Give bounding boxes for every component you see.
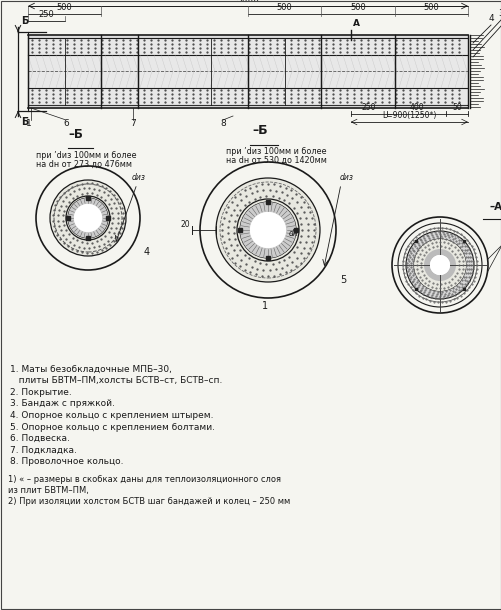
Text: 8. Проволочное кольцо.: 8. Проволочное кольцо. — [10, 457, 123, 466]
Text: –Б: –Б — [69, 128, 83, 141]
Text: 4: 4 — [144, 247, 150, 257]
Text: при ’dиз 100мм и более: при ’dиз 100мм и более — [225, 148, 326, 157]
Text: 3. Бандаж с пряжкой.: 3. Бандаж с пряжкой. — [10, 400, 115, 409]
Text: 2. Покрытие.: 2. Покрытие. — [10, 388, 72, 397]
Text: 20: 20 — [180, 220, 189, 229]
Circle shape — [50, 180, 126, 256]
Text: 3: 3 — [497, 9, 501, 18]
Text: 7: 7 — [130, 118, 136, 127]
Text: 5. Опорное кольцо с креплением болтами.: 5. Опорное кольцо с креплением болтами. — [10, 423, 214, 431]
Text: Б: Б — [21, 16, 29, 26]
Circle shape — [405, 231, 473, 299]
Text: 2) При изоляции холстом БСТВ шаг бандажей и колец – 250 мм: 2) При изоляции холстом БСТВ шаг бандаже… — [8, 497, 290, 506]
Text: плиты БВТМ–ПМ,холсты БСТВ–ст, БСТВ–сп.: плиты БВТМ–ПМ,холсты БСТВ–ст, БСТВ–сп. — [10, 376, 222, 386]
Circle shape — [413, 239, 465, 291]
Text: dиз: dиз — [132, 173, 146, 182]
Text: при ’dиз 100мм и более: при ’dиз 100мм и более — [36, 151, 136, 160]
Text: 500: 500 — [349, 3, 365, 12]
Circle shape — [249, 212, 286, 248]
Text: 1. Маты безобкладочные МПБ–30,: 1. Маты безобкладочные МПБ–30, — [10, 365, 171, 374]
Text: 8: 8 — [219, 118, 225, 127]
Text: –Б: –Б — [252, 124, 267, 137]
Circle shape — [74, 204, 102, 232]
Circle shape — [74, 204, 102, 232]
Text: dиз: dиз — [339, 173, 353, 182]
Text: 500: 500 — [276, 3, 292, 12]
Circle shape — [423, 249, 455, 281]
Text: 4: 4 — [487, 14, 493, 23]
Text: 3000: 3000 — [236, 0, 259, 4]
Text: 5: 5 — [339, 275, 346, 285]
Text: L=900(1250*): L=900(1250*) — [381, 111, 436, 120]
Text: на dн от 530 до 1420мм: на dн от 530 до 1420мм — [225, 156, 326, 165]
Text: Б: Б — [21, 117, 29, 127]
Text: 400: 400 — [408, 103, 423, 112]
Text: 250: 250 — [361, 103, 376, 112]
Text: dн: dн — [289, 229, 298, 239]
Text: 500: 500 — [423, 3, 438, 12]
Text: 500: 500 — [57, 3, 73, 12]
Text: из плит БВТМ–ПМ,: из плит БВТМ–ПМ, — [8, 486, 89, 495]
Text: –А: –А — [489, 202, 501, 212]
Circle shape — [215, 178, 319, 282]
Text: 1: 1 — [262, 301, 268, 311]
Circle shape — [68, 198, 108, 238]
Text: на dн от 273 до 476мм: на dн от 273 до 476мм — [36, 159, 132, 168]
Text: 250: 250 — [39, 10, 54, 19]
Circle shape — [429, 255, 449, 275]
Text: 6. Подвеска.: 6. Подвеска. — [10, 434, 70, 443]
Circle shape — [249, 212, 286, 248]
Circle shape — [239, 202, 296, 258]
Text: А: А — [352, 19, 359, 28]
Bar — [28, 35, 467, 108]
Text: 1: 1 — [26, 118, 32, 127]
Circle shape — [429, 255, 449, 275]
Text: 50: 50 — [451, 103, 461, 112]
Text: 6: 6 — [63, 118, 69, 127]
Text: 4. Опорное кольцо с креплением штырем.: 4. Опорное кольцо с креплением штырем. — [10, 411, 213, 420]
Text: 7. Подкладка.: 7. Подкладка. — [10, 445, 77, 454]
Text: 1) « – размеры в скобках даны для теплоизоляционного слоя: 1) « – размеры в скобках даны для теплои… — [8, 475, 281, 484]
